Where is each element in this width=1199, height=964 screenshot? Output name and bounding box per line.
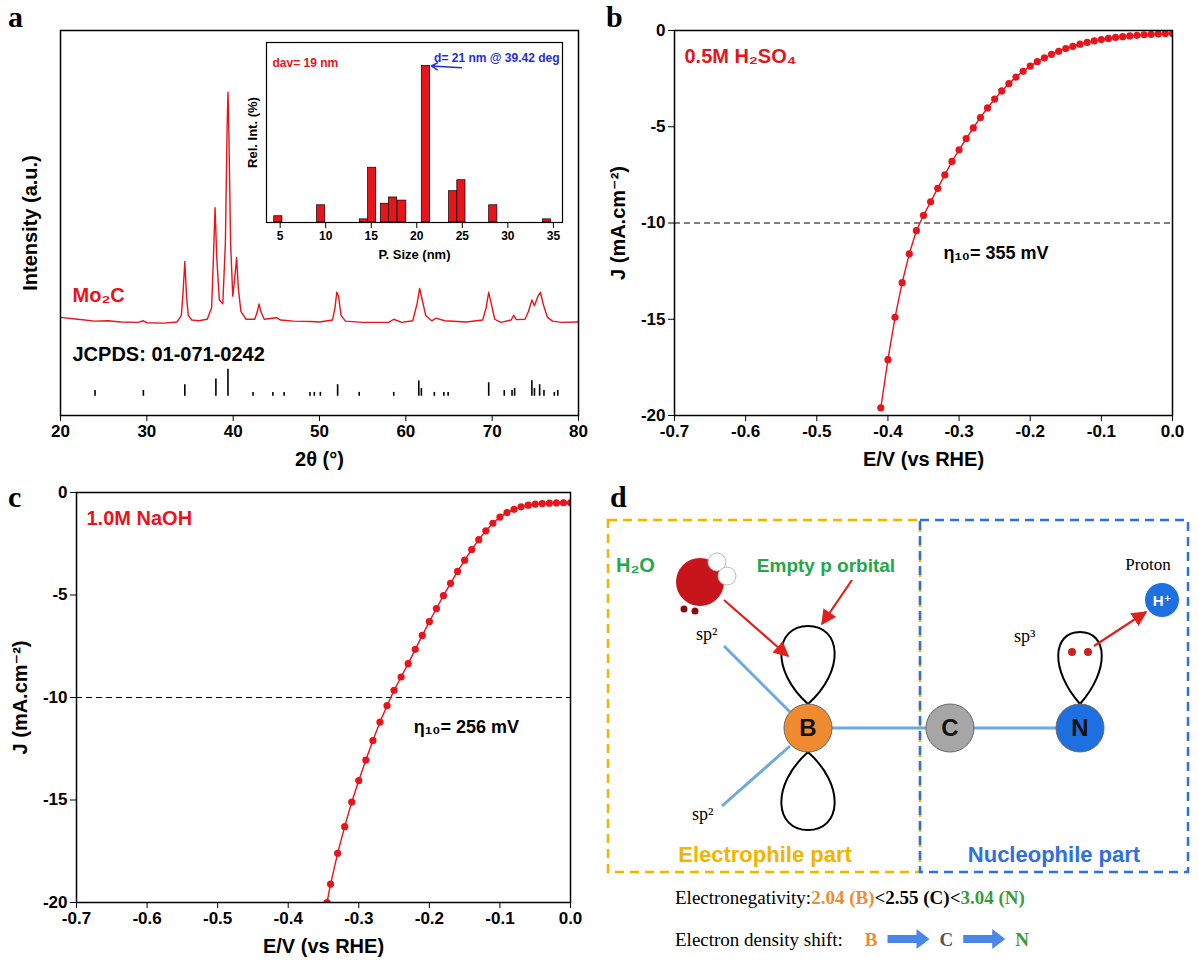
svg-text:20: 20 <box>410 229 424 243</box>
svg-text:-15: -15 <box>43 790 68 809</box>
svg-text:80: 80 <box>569 422 588 441</box>
svg-text:-0.4: -0.4 <box>873 422 903 441</box>
svg-text:1.0M NaOH: 1.0M NaOH <box>87 507 193 529</box>
svg-text:-0.2: -0.2 <box>1016 422 1045 441</box>
svg-text:J (mA.cm⁻²): J (mA.cm⁻²) <box>9 641 31 755</box>
svg-text:Electronegativity:2.04 (B)<2.5: Electronegativity:2.04 (B)<2.55 (C)<3.04… <box>675 887 1025 909</box>
svg-text:30: 30 <box>501 229 515 243</box>
svg-text:Electron density shift:: Electron density shift: <box>675 929 843 950</box>
svg-text:60: 60 <box>396 422 415 441</box>
svg-text:0.5M H₂SO₄: 0.5M H₂SO₄ <box>685 45 797 67</box>
svg-text:-15: -15 <box>641 310 666 329</box>
svg-text:C: C <box>940 929 954 950</box>
html-text:b: b <box>606 0 623 33</box>
svg-text:5: 5 <box>277 229 284 243</box>
svg-text:sp³: sp³ <box>1014 626 1036 646</box>
svg-text:-20: -20 <box>640 405 666 425</box>
svg-text:Electrophile part: Electrophile part <box>678 842 852 867</box>
svg-text:10: 10 <box>319 229 333 243</box>
svg-text:2θ (°): 2θ (°) <box>295 448 344 470</box>
svg-text:N: N <box>1015 929 1029 950</box>
svg-text:C: C <box>941 714 958 741</box>
svg-text:η₁₀= 355 mV: η₁₀= 355 mV <box>943 243 1048 263</box>
svg-text:Empty p orbital: Empty p orbital <box>757 555 895 576</box>
svg-text:-0.1: -0.1 <box>485 909 514 928</box>
svg-text:P. Size (nm): P. Size (nm) <box>378 247 450 262</box>
svg-text:30: 30 <box>137 422 156 441</box>
svg-text:-5: -5 <box>52 585 67 604</box>
svg-text:-0.7: -0.7 <box>660 422 689 441</box>
svg-text:Mo₂C: Mo₂C <box>73 284 125 306</box>
svg-text:-0.2: -0.2 <box>415 909 444 928</box>
svg-text:0: 0 <box>656 21 665 40</box>
svg-text:-0.7: -0.7 <box>62 909 91 928</box>
svg-text:H₂O: H₂O <box>616 554 655 576</box>
svg-text:Intensity (a.u.): Intensity (a.u.) <box>19 155 41 291</box>
svg-text:H⁺: H⁺ <box>1153 592 1172 609</box>
svg-text:E/V (vs RHE): E/V (vs RHE) <box>263 935 384 957</box>
svg-text:-10: -10 <box>43 688 68 707</box>
svg-text:-5: -5 <box>650 117 665 136</box>
svg-text:N: N <box>1071 714 1088 741</box>
svg-text:sp²: sp² <box>692 804 713 824</box>
svg-text:70: 70 <box>483 422 502 441</box>
svg-text:20: 20 <box>51 422 70 441</box>
svg-text:-0.6: -0.6 <box>731 422 760 441</box>
svg-text:-20: -20 <box>42 892 68 912</box>
svg-text:-10: -10 <box>641 213 666 232</box>
svg-text:0.0: 0.0 <box>1161 422 1185 441</box>
svg-text:JCPDS: 01-071-0242: JCPDS: 01-071-0242 <box>73 343 265 365</box>
svg-text:35: 35 <box>547 229 561 243</box>
svg-text:dav= 19 nm: dav= 19 nm <box>273 56 339 70</box>
svg-text:J (mA.cm⁻²): J (mA.cm⁻²) <box>607 166 629 280</box>
svg-text:-0.6: -0.6 <box>132 909 161 928</box>
html-text:c: c <box>8 480 22 513</box>
svg-text:0: 0 <box>58 483 67 502</box>
svg-text:40: 40 <box>224 422 243 441</box>
html-text:d: d <box>610 480 627 513</box>
svg-text:50: 50 <box>310 422 329 441</box>
svg-text:B: B <box>865 929 878 950</box>
svg-text:15: 15 <box>365 229 379 243</box>
svg-text:E/V (vs RHE): E/V (vs RHE) <box>863 448 984 470</box>
svg-text:Rel. Int. (%): Rel. Int. (%) <box>245 97 260 168</box>
svg-text:-0.1: -0.1 <box>1087 422 1116 441</box>
svg-text:-0.3: -0.3 <box>344 909 373 928</box>
svg-text:sp²: sp² <box>696 624 717 644</box>
svg-text:Proton: Proton <box>1125 555 1171 574</box>
svg-text:Nucleophile part: Nucleophile part <box>968 842 1141 867</box>
html-text:a: a <box>8 0 23 33</box>
svg-text:25: 25 <box>456 229 470 243</box>
svg-text:-0.5: -0.5 <box>203 909 232 928</box>
svg-text:-0.5: -0.5 <box>802 422 831 441</box>
svg-text:η₁₀= 256 mV: η₁₀= 256 mV <box>414 717 519 737</box>
svg-text:-0.4: -0.4 <box>274 909 304 928</box>
svg-text:B: B <box>799 714 816 741</box>
svg-text:0.0: 0.0 <box>559 909 583 928</box>
svg-text:-0.3: -0.3 <box>944 422 973 441</box>
svg-text:d= 21 nm @ 39.42 deg: d= 21 nm @ 39.42 deg <box>434 51 559 65</box>
